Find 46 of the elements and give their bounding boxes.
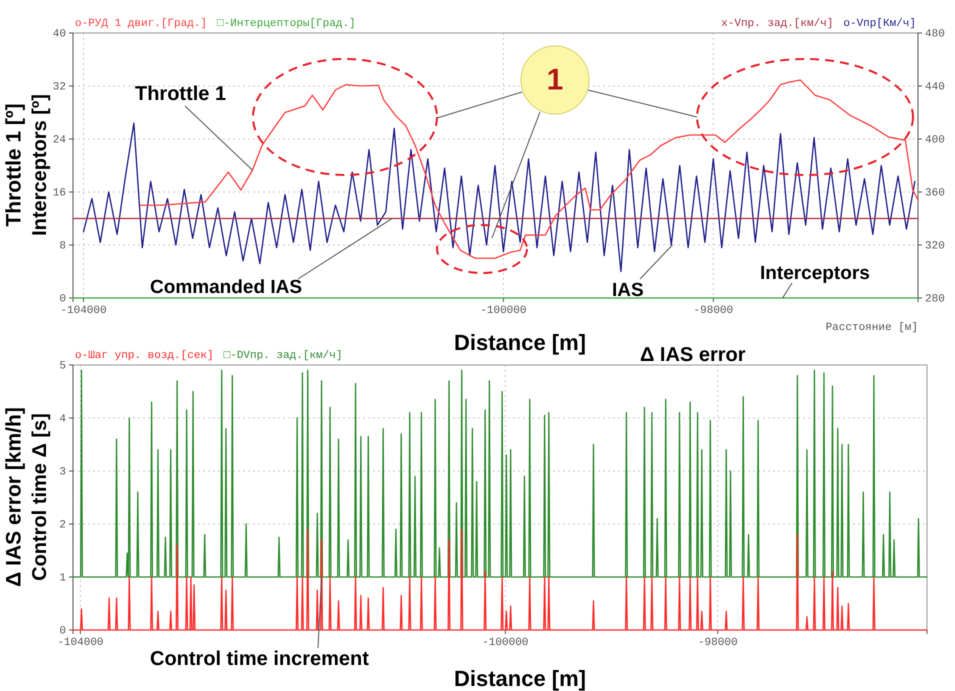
annotation: 1 (546, 64, 564, 96)
y-tick-label: 4 (59, 414, 66, 426)
y-tick-label: 2 (59, 520, 66, 532)
y-tick-label: 0 (59, 626, 66, 638)
y2-tick-label: 280 (925, 294, 945, 306)
y-tick-label: 0 (59, 294, 66, 306)
x-tick-label: -98000 (694, 304, 734, 317)
y-axis-title: Δ IAS error [km/h] (2, 407, 26, 587)
annotation: Δ IAS error (640, 344, 746, 366)
y-tick-label: 16 (52, 188, 66, 200)
annotation: IAS (612, 280, 644, 301)
x-axis-title: Distance [m] (454, 666, 586, 691)
text: Расстояние [м] (826, 322, 918, 334)
x-tick-label: -98000 (698, 636, 738, 649)
y2-tick-label: 360 (925, 188, 945, 200)
text: Control time Δ [s] (29, 413, 51, 581)
x-axis-title: Distance [m] (454, 330, 586, 355)
x-tick-label: -104000 (57, 636, 104, 649)
y-axis-title: Throttle 1 [º] (2, 103, 26, 227)
annotation: Commanded IAS (150, 277, 302, 298)
x-tick-label: -100000 (482, 636, 528, 649)
text: x-Vпр. зад.[км/ч] (721, 18, 834, 30)
x-tick-label: -104000 (60, 304, 107, 317)
y2-tick-label: 440 (925, 82, 945, 94)
y-tick-label: 40 (52, 28, 66, 41)
text: о-Vпр[Км/ч] (843, 18, 916, 30)
y2-tick-label: 480 (925, 28, 945, 41)
x-tick-label: -100000 (480, 304, 526, 317)
y-tick-label: 24 (52, 134, 66, 147)
annotation: Control time increment (150, 648, 370, 670)
y-tick-label: 5 (59, 360, 66, 373)
y2-tick-label: 400 (925, 134, 945, 147)
line-series (72, 528, 928, 631)
annotation: Interceptors (760, 263, 870, 284)
text: Interceptors [º] (29, 94, 51, 236)
line-series (72, 370, 928, 578)
annotation: Throttle 1 (135, 83, 226, 105)
y-tick-label: 1 (59, 572, 66, 585)
series-label: □-DVпр. зад.[км/ч] (224, 350, 342, 362)
y2-tick-label: 320 (925, 240, 945, 253)
text: □-Интерцепторы[Град.] (217, 18, 356, 30)
text: о-Шаг упр. возд.[сек] (75, 350, 214, 362)
y-tick-label: 8 (59, 240, 66, 253)
y-tick-label: 3 (59, 466, 66, 479)
text: о-РУД 1 двиг.[Град.] (75, 18, 208, 30)
y-tick-label: 32 (52, 82, 66, 94)
